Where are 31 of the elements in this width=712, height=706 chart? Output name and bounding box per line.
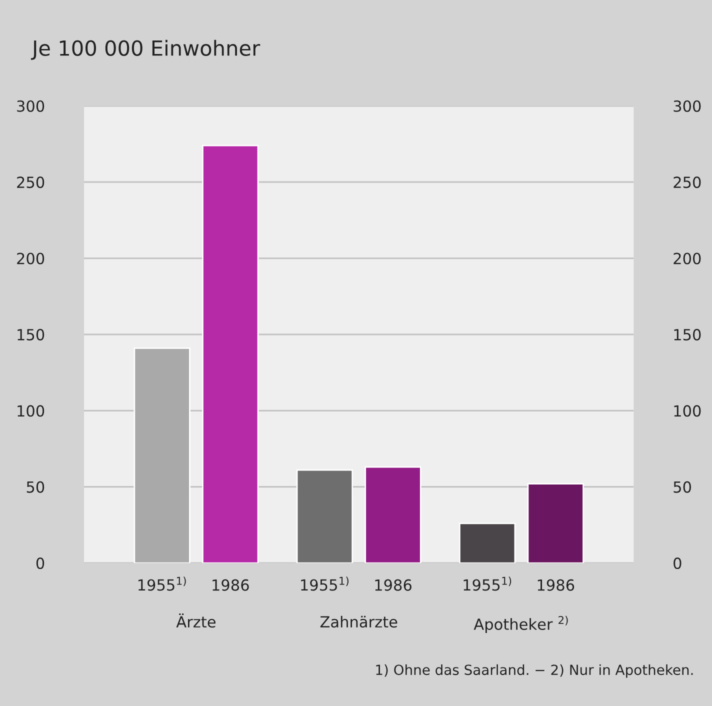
y-tick-label: 0 xyxy=(36,558,44,570)
y2-tick-label: 300 xyxy=(674,100,701,112)
y-tick-label: 150 xyxy=(18,328,44,340)
text: 1986 xyxy=(375,579,412,591)
y2-tick-label: 100 xyxy=(674,405,701,417)
chart-title: Je 100 000 Einwohner xyxy=(30,40,260,60)
y2-tick-label: 150 xyxy=(674,328,701,340)
series-label: 1955$^{1)}$ xyxy=(138,576,186,591)
y-tick-label: 50 xyxy=(26,481,44,493)
bar xyxy=(527,483,584,564)
bar xyxy=(134,347,190,564)
series-label: 1986 xyxy=(212,579,249,591)
x-tick-label: Ärzte xyxy=(176,614,216,628)
y-tick-label: 250 xyxy=(17,176,44,188)
text: 1) Ohne das Saarland. − 2) Nur in Apotheken. xyxy=(376,664,693,678)
y-tick-label: 300 xyxy=(17,100,44,112)
y2-tick-label: 250 xyxy=(674,176,701,188)
x-tick-label: Zahnärzte xyxy=(320,616,398,628)
bar xyxy=(458,522,516,564)
bar xyxy=(296,469,354,564)
y2-tick-label: 200 xyxy=(674,252,701,264)
y-tick-label: 100 xyxy=(18,405,44,417)
y-tick-label: 200 xyxy=(17,252,44,264)
y2-tick-label: 0 xyxy=(674,558,682,570)
text: 1986 xyxy=(538,579,574,591)
text: 1955$^{1)}$ xyxy=(301,576,348,591)
bar xyxy=(364,466,422,564)
y2-tick-label: 50 xyxy=(674,481,691,493)
x-tick-label: Apotheker $^{2)}$ xyxy=(474,616,568,633)
text: 1955$^{1)}$ xyxy=(464,576,512,591)
bar xyxy=(202,144,259,564)
